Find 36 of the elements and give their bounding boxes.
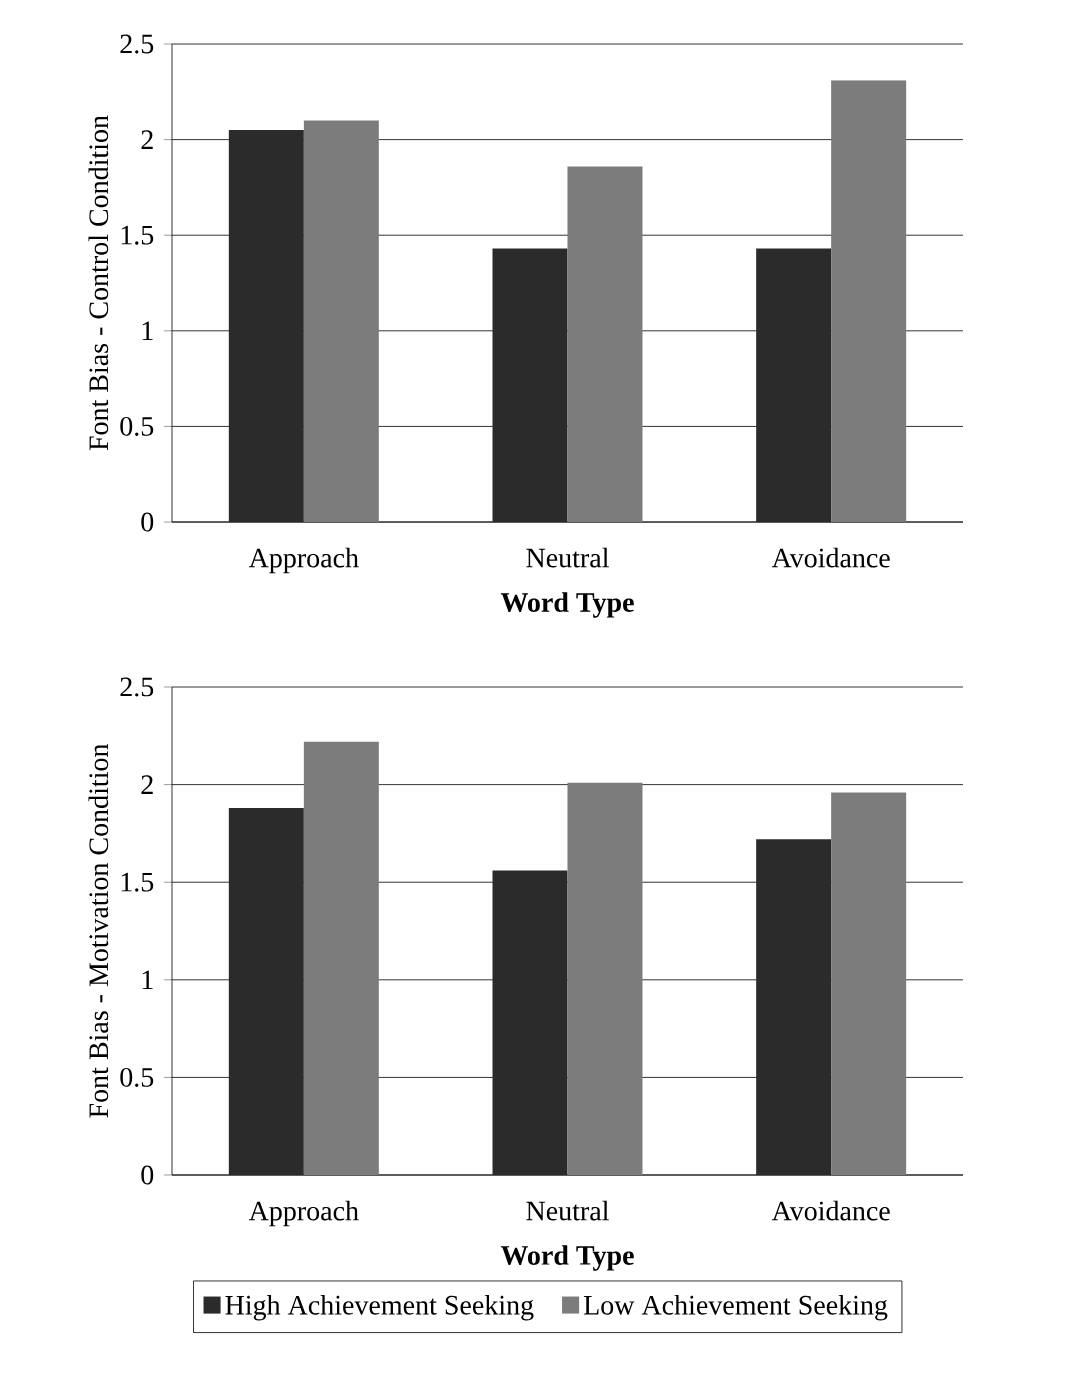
y-tick-label: 0 (141, 1165, 154, 1185)
y-tick-label: 2 (141, 130, 153, 149)
y-tick-label: 2 (141, 775, 153, 794)
bar (756, 248, 832, 523)
bar (492, 870, 568, 1176)
x-tick-label: Neutral (526, 547, 609, 568)
legend-label: High Achievement Seeking (225, 1294, 534, 1321)
y-axis-title: Font Bias - Motivation Condition (88, 743, 109, 1118)
bar (303, 741, 379, 1176)
y-tick-label: 0.5 (120, 1067, 154, 1087)
bar (831, 792, 907, 1176)
y-tick-label: 2.5 (120, 677, 154, 697)
y-tick-label: 1 (142, 970, 153, 990)
bar (831, 80, 907, 523)
bar (567, 782, 643, 1176)
y-tick-label: 1 (142, 321, 153, 341)
y-tick-label: 0 (141, 512, 154, 532)
bar (228, 130, 304, 523)
y-axis-title: Font Bias - Control Condition (88, 115, 109, 451)
x-axis-title: Word Type (500, 1245, 634, 1271)
bar (756, 839, 832, 1176)
x-axis-title: Word Type (500, 592, 634, 618)
legend-label: Low Achievement Seeking (583, 1294, 888, 1321)
x-tick-label: Neutral (526, 1200, 609, 1221)
y-tick-label: 2.5 (120, 34, 154, 54)
y-tick-label: 1.5 (121, 225, 154, 245)
y-tick-label: 1.5 (121, 872, 154, 892)
bar (492, 248, 568, 523)
bar (567, 166, 643, 523)
x-tick-label: Avoidance (771, 547, 890, 568)
x-tick-label: Approach (248, 547, 359, 574)
bar (303, 120, 379, 523)
y-tick-label: 0.5 (120, 416, 154, 436)
x-tick-label: Avoidance (771, 1200, 890, 1221)
x-tick-label: Approach (248, 1200, 359, 1227)
bar (228, 808, 304, 1176)
